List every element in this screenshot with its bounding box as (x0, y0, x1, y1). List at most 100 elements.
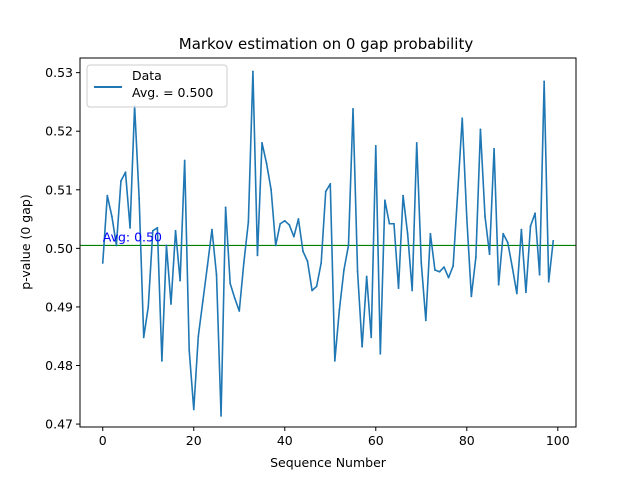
data-point (238, 310, 241, 312)
data-point (338, 308, 341, 311)
y-tick-label: 0.48 (45, 358, 73, 373)
data-point (397, 287, 400, 290)
x-tick-label: 60 (368, 433, 384, 448)
data-point (525, 291, 527, 294)
plot-frame (79, 57, 577, 428)
data-point (315, 285, 318, 288)
data-point (115, 244, 118, 247)
data-point (543, 80, 546, 83)
y-tick-label: 0.53 (45, 65, 73, 80)
plot-area (80, 70, 576, 417)
legend-entry-line2: Avg. = 0.500 (132, 85, 213, 100)
data-point (147, 306, 150, 308)
data-point (529, 225, 532, 228)
data-point (233, 297, 236, 300)
legend: Data Avg. = 0.500 (86, 64, 228, 108)
data-point (415, 142, 418, 144)
x-axis-label: Sequence Number (270, 455, 387, 470)
y-axis: 0.47 0.48 0.49 0.50 0.51 0.52 0.53 (45, 65, 80, 432)
data-point (179, 279, 182, 282)
data-point (252, 70, 254, 73)
data-point (174, 229, 177, 232)
x-tick-label: 0 (99, 433, 107, 448)
data-point (474, 256, 477, 259)
data-point (206, 265, 209, 267)
data-point (110, 215, 113, 218)
data-point (374, 144, 377, 147)
data-point (479, 128, 482, 131)
data-point (497, 283, 500, 286)
data-point (124, 171, 127, 174)
legend-box (86, 64, 228, 108)
data-point (456, 191, 459, 194)
data-point (247, 221, 250, 223)
data-point (211, 228, 213, 231)
data-point (256, 254, 259, 257)
data-point (470, 295, 473, 298)
data-point (534, 212, 536, 215)
data-point (393, 222, 395, 225)
data-point (302, 250, 304, 253)
data-point (120, 180, 122, 182)
data-point (429, 232, 432, 235)
data-point (229, 282, 232, 285)
data-point (224, 206, 227, 209)
data-point (447, 276, 450, 279)
data-point (538, 273, 541, 276)
data-point (547, 280, 550, 283)
data-point (388, 222, 391, 225)
average-annotation: Avg: 0.50 (103, 229, 162, 244)
data-point (411, 289, 414, 292)
data-point (215, 273, 218, 276)
data-point (283, 219, 286, 222)
data-point (129, 226, 131, 229)
data-point (201, 300, 204, 302)
data-point (270, 188, 273, 191)
data-point (402, 194, 404, 197)
y-tick-label: 0.50 (45, 241, 73, 256)
data-point (297, 218, 300, 220)
data-point (288, 224, 291, 226)
x-tick-label: 100 (546, 433, 570, 448)
data-point (165, 244, 168, 247)
data-point (461, 117, 464, 120)
y-axis-label: p-value (0 gap) (18, 194, 33, 289)
data-point (106, 194, 109, 197)
data-point (329, 183, 332, 185)
data-point (506, 241, 509, 244)
data-point (484, 215, 486, 218)
data-point (379, 352, 382, 355)
data-point (515, 292, 518, 295)
x-tick-label: 80 (459, 433, 475, 448)
data-point (220, 414, 222, 417)
data-point (352, 108, 354, 110)
data-point (361, 345, 364, 348)
data-point (279, 222, 282, 225)
data-point (343, 269, 345, 271)
data-point (520, 228, 523, 231)
data-point (242, 262, 245, 264)
data-point (465, 217, 468, 219)
y-tick-label: 0.52 (45, 124, 73, 139)
data-point (356, 270, 359, 273)
data-point (420, 262, 423, 264)
data-point (265, 162, 268, 165)
data-point (138, 197, 141, 200)
x-axis: 0 20 40 60 80 100 (99, 427, 570, 448)
data-point (101, 262, 104, 264)
y-tick-label: 0.49 (45, 299, 73, 314)
series-line (101, 70, 555, 417)
data-point (306, 260, 309, 263)
data-point (438, 270, 441, 273)
data-point (333, 359, 336, 362)
x-tick-label: 40 (277, 433, 293, 448)
data-point (443, 266, 445, 268)
data-point (424, 319, 427, 322)
data-point (383, 199, 386, 202)
legend-entry-line1: Data (132, 68, 162, 83)
data-point (183, 159, 186, 162)
data-point (324, 190, 327, 193)
y-tick-label: 0.51 (45, 182, 73, 197)
data-point (511, 266, 514, 268)
